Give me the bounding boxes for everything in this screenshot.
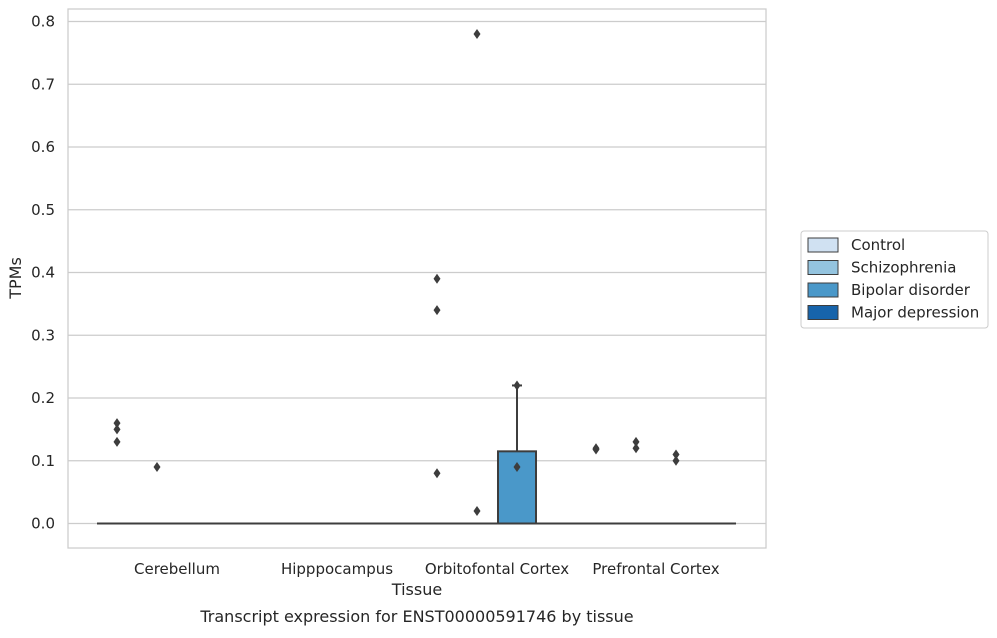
box-group — [656, 449, 696, 525]
legend: Control Schizophrenia Bipolar disorder Majo… — [800, 230, 989, 329]
box-group — [497, 380, 537, 525]
legend-swatch — [807, 305, 839, 320]
x-tick-label: Cerebellum — [134, 560, 220, 578]
legend-items: Control Schizophrenia Bipolar disorder Majo… — [807, 236, 979, 322]
y-tick-label: 0.4 — [31, 264, 55, 282]
grid-layer — [68, 20, 766, 525]
box-group — [97, 418, 137, 525]
legend-label: Bipolar disorder — [851, 281, 971, 299]
y-tick-label: 0.6 — [31, 138, 55, 156]
outlier-point — [433, 468, 441, 479]
legend-label: Major depression — [851, 304, 979, 322]
outlier-point — [632, 443, 640, 454]
outlier-point — [473, 29, 481, 40]
x-axis-label: Tissue — [391, 580, 442, 599]
outlier-point — [632, 436, 640, 447]
y-axis-label: TPMs — [6, 257, 25, 300]
outlier-point — [592, 444, 600, 455]
outlier-point — [513, 380, 521, 391]
box-group — [576, 443, 616, 525]
outlier-point — [513, 462, 521, 473]
x-tick-labels: Cerebellum Hipppocampus Orbitofontal Corte… — [134, 560, 720, 578]
legend-label: Control — [851, 236, 905, 254]
legend-swatch — [807, 282, 839, 298]
legend-swatch — [807, 237, 839, 253]
plot-frame — [67, 8, 767, 549]
box-group — [616, 436, 656, 525]
y-tick-label: 0.3 — [31, 326, 55, 344]
outlier-point — [433, 305, 441, 316]
legend-label: Schizophrenia — [851, 259, 956, 277]
y-tick-label: 0.5 — [31, 201, 55, 219]
x-tick-label: Orbitofontal Cortex — [425, 560, 569, 578]
outlier-point — [672, 455, 680, 466]
x-tick-label: Prefrontal Cortex — [592, 560, 719, 578]
legend-swatch — [807, 260, 839, 275]
box-group — [137, 462, 177, 525]
outlier-point — [473, 505, 481, 516]
y-tick-label: 0.1 — [31, 452, 55, 470]
box-group — [457, 29, 497, 525]
y-tick-label: 0.0 — [31, 515, 55, 533]
box-layer — [97, 29, 736, 525]
y-tick-label: 0.2 — [31, 389, 55, 407]
outlier-point — [672, 449, 680, 460]
chart-caption: Transcript expression for ENST0000059174… — [199, 607, 633, 626]
outlier-point — [113, 424, 121, 435]
y-tick-labels: 0.0 0.1 0.2 0.3 0.4 0.5 0.6 0.7 0.8 — [31, 13, 55, 533]
x-tick-label: Hipppocampus — [281, 560, 393, 578]
y-tick-label: 0.8 — [31, 13, 55, 31]
outlier-point — [433, 273, 441, 284]
outlier-point — [153, 462, 161, 473]
y-tick-label: 0.7 — [31, 75, 55, 93]
outlier-point — [113, 418, 121, 429]
outlier-point — [113, 436, 121, 447]
legend-frame — [800, 230, 989, 329]
box-group — [417, 273, 457, 525]
